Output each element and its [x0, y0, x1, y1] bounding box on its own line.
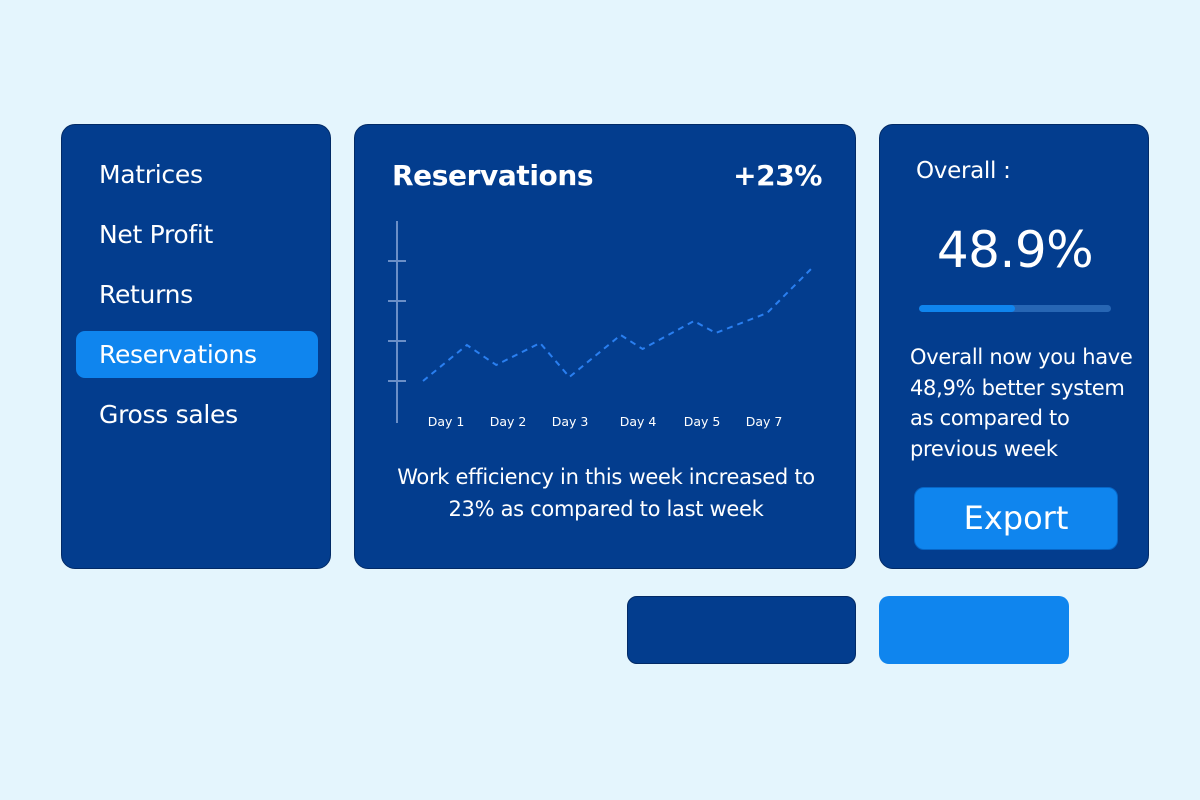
sidebar-item-reservations[interactable]: Reservations — [76, 331, 318, 378]
overall-label: Overall : — [916, 158, 1011, 184]
sidebar: Matrices Net Profit Returns Reservations… — [61, 124, 331, 569]
reservations-delta: +23% — [733, 159, 822, 192]
x-tick-label: Day 4 — [620, 414, 657, 429]
reservations-title: Reservations — [392, 159, 594, 192]
placeholder-block-dark — [627, 596, 856, 664]
series-line — [422, 268, 812, 382]
x-tick-label: Day 1 — [428, 414, 465, 429]
x-tick-label: Day 3 — [552, 414, 589, 429]
x-tick-label: Day 7 — [746, 414, 783, 429]
sidebar-item-returns[interactable]: Returns — [99, 280, 193, 309]
placeholder-block-light — [879, 596, 1069, 664]
overall-value: 48.9% — [936, 221, 1094, 279]
overall-card: Overall : 48.9% Overall now you have 48,… — [879, 124, 1149, 569]
x-tick-label: Day 2 — [490, 414, 527, 429]
sidebar-item-matrices[interactable]: Matrices — [99, 160, 203, 189]
overall-description-line: as compared to — [910, 406, 1070, 430]
overall-description-line: previous week — [910, 436, 1058, 461]
overall-progress-fill — [919, 305, 1015, 312]
overall-progress-bar — [919, 305, 1111, 312]
reservations-caption: Work efficiency in this week increased t… — [375, 461, 837, 525]
reservations-card: Reservations +23% Day 1 Day 2 Day 3 Day 4 Da… — [354, 124, 856, 569]
export-button[interactable]: Export — [914, 487, 1118, 550]
reservations-line-chart: Day 1 Day 2 Day 3 Day 4 Day 5 Day 7 — [388, 221, 812, 429]
caption-line-1: Work efficiency in this week increased t… — [397, 465, 815, 489]
sidebar-item-net-profit[interactable]: Net Profit — [99, 220, 214, 249]
overall-description-line: Overall now you have — [910, 345, 1133, 369]
overall-description-line: 48,9% better system — [910, 375, 1125, 400]
caption-line-2: 23% as compared to last week — [448, 497, 764, 521]
sidebar-item-gross-sales[interactable]: Gross sales — [99, 400, 238, 429]
x-tick-label: Day 5 — [684, 414, 721, 429]
overall-description: Overall now you have 48,9% better system… — [910, 342, 1136, 464]
